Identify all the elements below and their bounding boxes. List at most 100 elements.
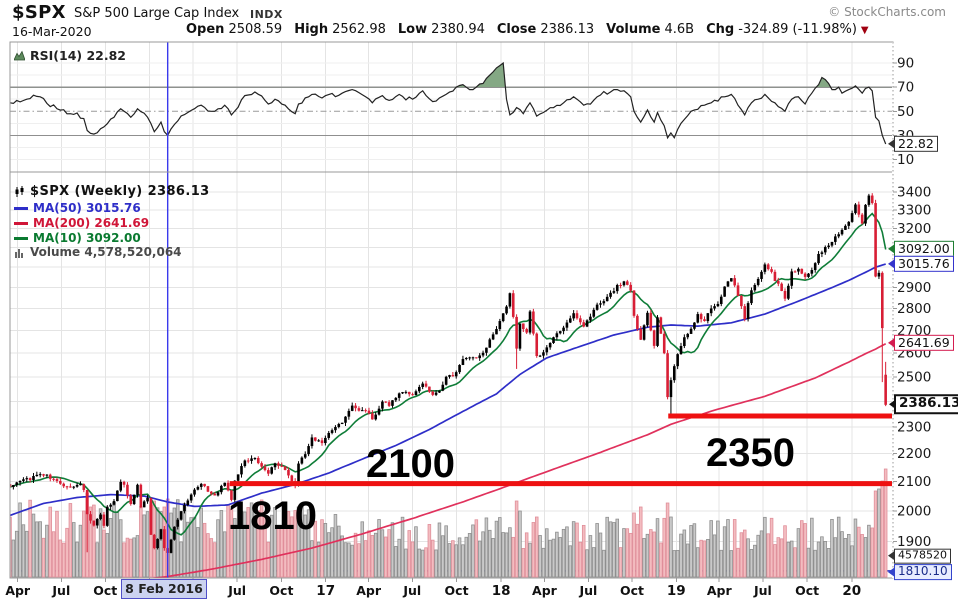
chart-graphic — [881, 272, 884, 329]
quote-field-open: Open 2508.59 — [186, 22, 282, 37]
chart-graphic — [199, 507, 203, 578]
bar-chart-icon — [14, 247, 25, 258]
chart-graphic — [414, 526, 418, 578]
chart-graphic — [233, 518, 237, 578]
chart-graphic — [45, 474, 49, 476]
copyright-label: © StockCharts.com — [828, 5, 946, 19]
chart-graphic — [840, 229, 844, 235]
chart-graphic — [253, 505, 257, 578]
chart-graphic — [233, 480, 237, 500]
price-axis-label: 2000 — [897, 503, 931, 519]
chart-graphic — [726, 519, 730, 578]
chart-graphic — [98, 508, 103, 578]
index-name: S&P 500 Large Cap Index — [74, 6, 240, 21]
chart-graphic — [800, 268, 804, 274]
chart-graphic — [136, 484, 139, 495]
chart-graphic — [743, 306, 747, 320]
chart-graphic — [863, 537, 868, 578]
chart-graphic — [756, 534, 760, 578]
chart-graphic — [323, 523, 328, 578]
chart-graphic — [484, 517, 489, 578]
chart-graphic — [867, 524, 871, 578]
chart-graphic — [568, 318, 572, 323]
chart-graphic — [105, 533, 110, 578]
x-axis-label: 18 — [492, 583, 511, 599]
chart-graphic — [159, 511, 163, 578]
chart-graphic — [467, 533, 472, 578]
quote-field-value: 2508.59 — [228, 22, 283, 37]
exchange-label: INDX — [250, 8, 283, 21]
quote-field-chg: Chg -324.89 (-11.98%) ▼ — [706, 22, 869, 37]
chart-graphic — [763, 264, 767, 272]
chart-graphic — [622, 528, 626, 578]
chart-graphic — [477, 540, 482, 578]
chart-graphic — [638, 506, 643, 578]
chart-graphic — [317, 440, 320, 442]
x-axis-label: Oct — [93, 583, 117, 598]
chart-graphic — [542, 352, 545, 356]
chart-graphic — [572, 313, 575, 319]
chart-graphic — [622, 281, 626, 286]
chart-graphic — [877, 488, 881, 578]
chart-graphic — [599, 303, 602, 305]
rsi-axis-label: 10 — [897, 152, 914, 168]
chart-graphic — [561, 528, 566, 578]
chart-graphic — [35, 521, 39, 578]
chart-graphic — [31, 513, 36, 578]
chart-graphic — [729, 550, 734, 578]
chart-graphic — [652, 531, 656, 578]
chart-graphic — [122, 481, 126, 485]
price-axis-label: 3300 — [897, 202, 931, 218]
chart-graphic — [800, 520, 804, 578]
chart-graphic — [259, 499, 264, 578]
chart-graphic — [82, 510, 86, 578]
quote-field-label: Volume — [606, 22, 661, 37]
chart-graphic — [515, 316, 518, 349]
chart-graphic — [464, 536, 469, 578]
chart-graphic — [92, 504, 96, 578]
chart-graphic — [347, 542, 351, 578]
chart-graphic — [25, 530, 29, 578]
chart-graphic — [330, 527, 334, 578]
chart-graphic — [488, 529, 492, 578]
chart-graphic — [853, 518, 858, 578]
ma50-swatch — [14, 206, 28, 210]
chart-graphic — [72, 486, 76, 488]
chart-graphic — [736, 547, 740, 578]
chart-graphic — [608, 521, 613, 578]
chart-graphic — [770, 269, 773, 272]
chart-graphic — [491, 334, 495, 340]
chart-graphic — [787, 285, 790, 299]
chart-graphic — [776, 281, 780, 284]
ma50-legend-label: MA(50) 3015.76 — [33, 201, 141, 215]
chart-graphic — [374, 414, 377, 420]
chart-graphic — [649, 312, 653, 331]
chart-graphic — [344, 416, 347, 423]
chart-graphic — [813, 263, 817, 271]
chart-graphic — [85, 489, 89, 515]
change-down-triangle-icon[interactable]: ▼ — [860, 25, 869, 36]
rsi-value-bubble: 22.82 — [894, 135, 938, 153]
quote-field-high: High 2562.98 — [294, 22, 386, 37]
chart-graphic — [209, 538, 214, 578]
x-axis-label: Jul — [402, 583, 421, 598]
chart-graphic — [18, 502, 22, 578]
ma200-legend-label: MA(200) 2641.69 — [33, 216, 150, 230]
chart-graphic — [551, 538, 556, 578]
chart-graphic — [370, 534, 375, 578]
chart-graphic — [612, 291, 616, 293]
chart-graphic — [759, 530, 764, 578]
chart-graphic — [679, 346, 683, 355]
chart-graphic — [562, 327, 565, 332]
chart-graphic — [149, 497, 153, 535]
quote-date: 16-Mar-2020 — [12, 24, 92, 39]
chart-graphic — [363, 540, 368, 578]
chart-graphic — [333, 514, 338, 578]
chart-graphic — [870, 195, 874, 204]
chart-graphic — [9, 41, 894, 173]
chart-graphic — [95, 518, 99, 526]
chart-graphic — [749, 549, 754, 578]
chart-graphic — [116, 490, 119, 502]
chart-graphic — [860, 214, 864, 224]
chart-graphic — [115, 512, 120, 578]
